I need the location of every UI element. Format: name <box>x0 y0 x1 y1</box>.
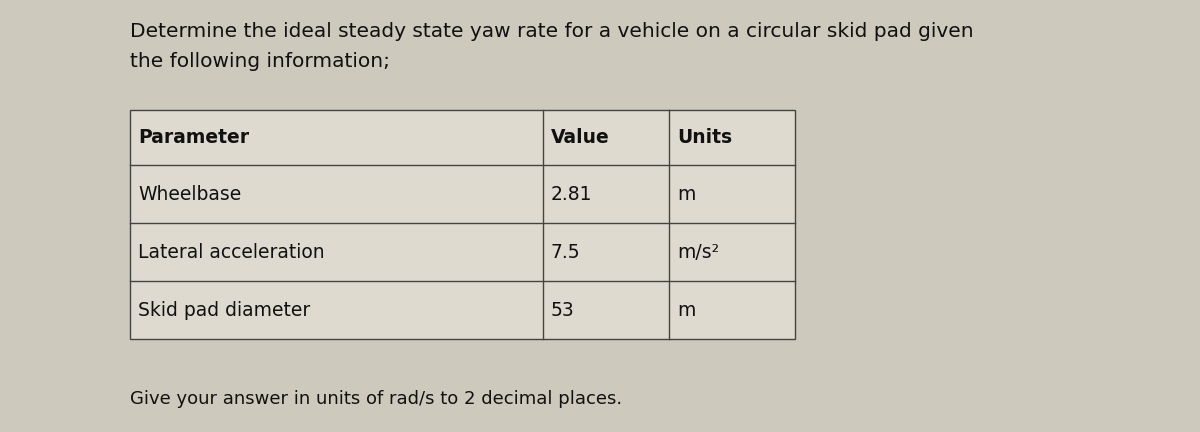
Text: Give your answer in units of rad/s to 2 decimal places.: Give your answer in units of rad/s to 2 … <box>130 390 622 408</box>
Bar <box>130 110 796 339</box>
Text: 53: 53 <box>551 301 575 320</box>
Text: Skid pad diameter: Skid pad diameter <box>138 301 311 320</box>
Bar <box>130 110 796 339</box>
Text: m: m <box>677 301 695 320</box>
Text: Wheelbase: Wheelbase <box>138 184 241 203</box>
Text: Units: Units <box>677 128 732 147</box>
Text: Determine the ideal steady state yaw rate for a vehicle on a circular skid pad g: Determine the ideal steady state yaw rat… <box>130 22 973 41</box>
Text: Value: Value <box>551 128 610 147</box>
Text: the following information;: the following information; <box>130 52 390 71</box>
Text: Parameter: Parameter <box>138 128 250 147</box>
Text: m: m <box>677 184 695 203</box>
Text: 2.81: 2.81 <box>551 184 593 203</box>
Text: 7.5: 7.5 <box>551 242 581 261</box>
Text: m/s²: m/s² <box>677 242 719 261</box>
Text: Lateral acceleration: Lateral acceleration <box>138 242 325 261</box>
